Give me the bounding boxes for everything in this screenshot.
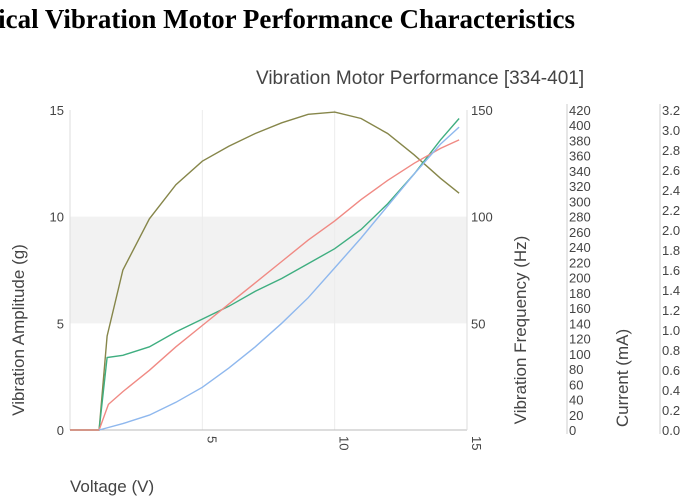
outer-axis-tick-label: 0.4 [662, 383, 680, 398]
outer-axis-tick-label: 100 [569, 347, 591, 362]
y-left-tick-label: 0 [57, 423, 64, 438]
outer-axis-tick-label: 0 [569, 423, 576, 438]
series-line-4 [98, 126, 460, 431]
x-tick-label: 5 [204, 436, 219, 443]
outer-axis-tick-label: 240 [569, 240, 591, 255]
outer-axis-tick-label: 3.0 [662, 123, 680, 138]
outer-axis-tick-label: 300 [569, 194, 591, 209]
outer-axis-tick-label: 1.0 [662, 323, 680, 338]
outer-axis-tick-label: 360 [569, 149, 591, 164]
y-right-tick-label: 100 [471, 210, 493, 225]
x-axis-label: Voltage (V) [70, 477, 154, 496]
y-left-tick-label: 10 [50, 210, 64, 225]
y-right-tick-label: 50 [471, 316, 485, 331]
axis-labels: Voltage (V) Vibration Amplitude (g) Vibrat… [9, 236, 632, 496]
outer-axis-tick-label: 180 [569, 286, 591, 301]
outer-axis-tick-label: 0.2 [662, 403, 680, 418]
x-tick-label: 15 [469, 436, 484, 450]
outer-axis-tick-label: 220 [569, 255, 591, 270]
x-tick-label: 10 [337, 436, 352, 450]
outer-axis-tick-label: 400 [569, 118, 591, 133]
outer-axis-tick-label: 1.4 [662, 283, 680, 298]
outer-axis-tick-label: 260 [569, 225, 591, 240]
shaded-band-rect [70, 216, 467, 324]
current-axis-label: Current (mA) [613, 329, 632, 427]
outer-axis-tick-label: 80 [569, 362, 583, 377]
gridlines [201, 110, 336, 430]
outer-axis-tick-label: 20 [569, 408, 583, 423]
series-line-2 [70, 118, 460, 431]
axes: 0510155010015002040608010012014016018020… [50, 103, 681, 450]
outer-axis-tick-label: 3.2 [662, 103, 680, 118]
series-line-3 [70, 139, 460, 431]
outer-axis-tick-label: 0.8 [662, 343, 680, 358]
y-left-tick-label: 15 [50, 103, 64, 118]
outer-axis-tick-label: 160 [569, 301, 591, 316]
y-right-axis-label: Vibration Frequency (Hz) [511, 236, 530, 425]
outer-axis-tick-label: 1.2 [662, 303, 680, 318]
page-title: ical Vibration Motor Performance Charact… [0, 4, 575, 34]
shaded-band [70, 216, 467, 324]
series-line-1 [70, 111, 460, 431]
outer-axis-tick-label: 1.6 [662, 263, 680, 278]
outer-axis-tick-label: 340 [569, 164, 591, 179]
outer-axis-tick-label: 420 [569, 103, 591, 118]
outer-axis-tick-label: 0.6 [662, 363, 680, 378]
outer-axis-tick-label: 40 [569, 393, 583, 408]
outer-axis-tick-label: 380 [569, 133, 591, 148]
y-left-axis-label: Vibration Amplitude (g) [9, 244, 28, 416]
series-lines [70, 111, 460, 431]
y-right-tick-label: 150 [471, 103, 493, 118]
outer-axis-tick-label: 2.6 [662, 163, 680, 178]
outer-axis-tick-label: 60 [569, 377, 583, 392]
outer-axis-tick-label: 200 [569, 271, 591, 286]
outer-axis-tick-label: 2.0 [662, 223, 680, 238]
outer-axis-tick-label: 280 [569, 210, 591, 225]
outer-axis-tick-label: 140 [569, 316, 591, 331]
chart-title: Vibration Motor Performance [334-401] [256, 68, 585, 89]
outer-axis-tick-label: 0.0 [662, 423, 680, 438]
y-left-tick-label: 5 [57, 316, 64, 331]
outer-axis-tick-label: 320 [569, 179, 591, 194]
outer-axis-tick-label: 1.8 [662, 243, 680, 258]
outer-axis-tick-label: 2.2 [662, 203, 680, 218]
outer-axis-tick-label: 2.8 [662, 143, 680, 158]
outer-axis-tick-label: 120 [569, 332, 591, 347]
outer-axis-tick-label: 2.4 [662, 183, 680, 198]
